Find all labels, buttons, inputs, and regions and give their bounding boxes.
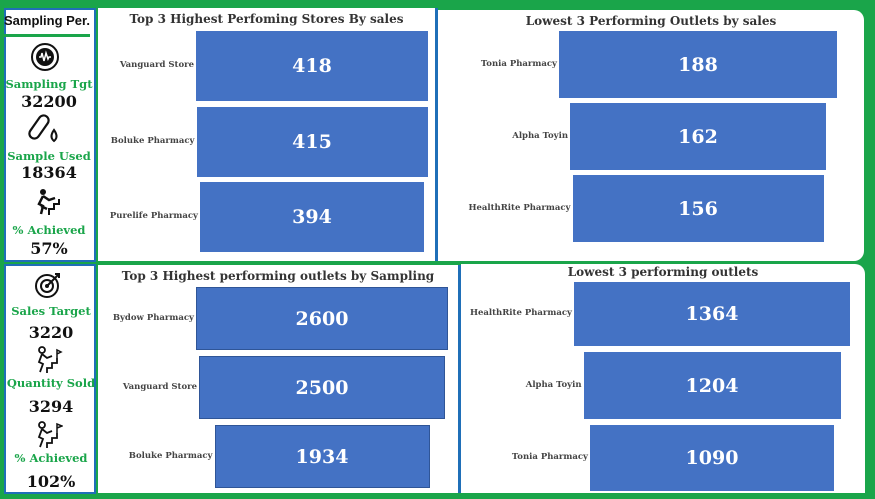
chart-bar[interactable]: 188 [559, 31, 837, 98]
category-label: Bydow Pharmacy [112, 312, 194, 323]
category-label: Boluke Pharmacy [128, 450, 213, 461]
sales-target-value: 3220 [28, 323, 74, 342]
sample-used-label: Sample Used [7, 149, 91, 163]
climb-icon [37, 346, 63, 373]
achieved-value-bottom: 102% [26, 472, 76, 491]
chart-bar[interactable]: 415 [196, 107, 428, 177]
chart-bar[interactable]: 1934 [214, 425, 430, 488]
sampling-target-value: 32200 [21, 92, 77, 111]
chart-bar[interactable]: 156 [572, 175, 824, 242]
category-label: HealthRite Pharmacy [469, 308, 572, 318]
chart-bar[interactable]: 1090 [590, 425, 834, 491]
sampling-target-icon [31, 43, 59, 71]
chart-bar[interactable]: 2500 [199, 356, 445, 419]
chart-title: Top 3 Highest Perfoming Stores By sales [129, 12, 404, 26]
category-label: Boluke Pharmacy [110, 136, 195, 146]
chart-bar[interactable]: 418 [196, 31, 428, 101]
chart-title: Lowest 3 Performing Outlets by sales [525, 14, 777, 28]
achieved-label-top: % Achieved [12, 223, 86, 237]
chart-bar[interactable]: 162 [570, 103, 826, 170]
category-label: Alpha Toyin [525, 379, 582, 390]
sample-used-value: 18364 [21, 163, 77, 182]
quantity-sold-label: Quantity Sold [6, 376, 96, 390]
test-tube-icon [28, 114, 58, 143]
category-label: Purelife Pharmacy [109, 211, 198, 221]
chart-bar[interactable]: 1364 [574, 282, 850, 346]
achieved-value-top: 57% [30, 239, 68, 258]
category-label: HealthRite Pharmacy [468, 202, 571, 213]
quantity-sold-value: 3294 [28, 397, 74, 416]
sales-target-label: Sales Target [11, 304, 91, 318]
panel-divider [458, 265, 461, 493]
sidebar-title: Sampling Per. [4, 8, 90, 37]
category-label: Tonia Pharmacy [511, 452, 588, 462]
target-icon [35, 273, 60, 298]
chart-bar[interactable]: 394 [200, 182, 424, 252]
category-label: Vanguard Store [119, 60, 194, 70]
category-label: Vanguard Store [122, 381, 197, 392]
chart-bar[interactable]: 1204 [583, 352, 841, 419]
category-label: Tonia Pharmacy [480, 58, 557, 69]
chart-title: Top 3 Highest performing outlets by Samp… [121, 269, 435, 283]
achieved-label-bottom: % Achieved [14, 451, 88, 465]
chart-title: Lowest 3 performing outlets [567, 265, 759, 279]
chart-bar[interactable]: 2600 [196, 287, 448, 350]
sales-kpi-panel [4, 264, 96, 494]
sampling-target-label: Sampling Tgt [5, 77, 93, 91]
goal-flag-icon [37, 421, 63, 448]
achievement-icon [37, 189, 60, 215]
panel-divider [435, 8, 438, 261]
category-label: Alpha Toyin [512, 130, 568, 141]
